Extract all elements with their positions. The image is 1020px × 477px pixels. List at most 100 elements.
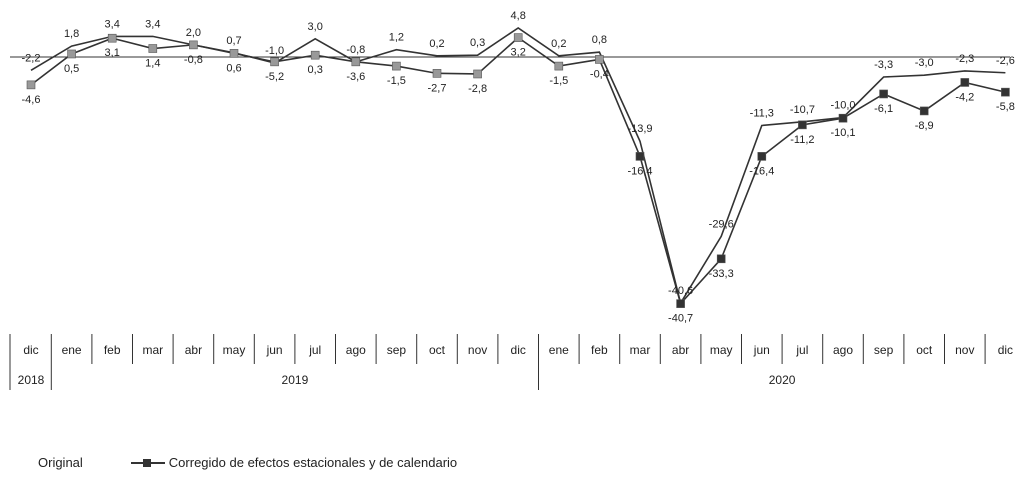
- data-label-corregido: -3,6: [346, 71, 365, 83]
- month-label: mar: [142, 343, 163, 357]
- data-label-original: -10,7: [790, 104, 815, 116]
- month-label: dic: [23, 343, 38, 357]
- data-label-original: -3,0: [915, 57, 934, 69]
- data-label-original: -1,0: [265, 45, 284, 57]
- month-label: dic: [998, 343, 1013, 357]
- data-point-corregido: [1001, 87, 1010, 97]
- year-label: 2019: [282, 373, 309, 387]
- data-label-corregido: -4,6: [22, 94, 41, 106]
- data-label-corregido: 3,2: [511, 47, 526, 59]
- data-label-original: -2,6: [996, 55, 1015, 67]
- data-point-corregido: [960, 78, 970, 87]
- data-label-original: -0,8: [346, 44, 365, 56]
- month-label: abr: [185, 343, 202, 357]
- month-label: nov: [955, 343, 974, 357]
- legend-original-label: Original: [38, 455, 83, 470]
- data-label-corregido: -1,5: [549, 75, 568, 87]
- month-label: nov: [468, 343, 487, 357]
- data-point-corregido: [554, 61, 564, 71]
- data-point-corregido: [148, 44, 158, 53]
- data-label-original: 0,2: [429, 38, 444, 50]
- month-label: ago: [833, 343, 853, 357]
- month-label: may: [710, 343, 733, 357]
- month-label: oct: [429, 343, 446, 357]
- data-label-original: 0,7: [226, 35, 241, 47]
- data-point-corregido: [26, 80, 36, 90]
- data-label-corregido: -10,1: [830, 127, 855, 139]
- data-label-original: 0,3: [470, 37, 485, 49]
- data-point-corregido: [270, 57, 279, 67]
- data-label-corregido: -2,7: [428, 82, 447, 94]
- data-label-original: 3,4: [145, 18, 160, 30]
- month-label: sep: [874, 343, 894, 357]
- legend-corregido-label: Corregido de efectos estacionales y de c…: [168, 455, 458, 470]
- month-label: oct: [916, 343, 933, 357]
- data-label-original: -2,3: [955, 53, 974, 65]
- month-label: jun: [266, 343, 283, 357]
- year-label: 2018: [18, 373, 45, 387]
- data-label-corregido: -2,8: [468, 83, 487, 95]
- data-label-corregido: -16,4: [627, 165, 652, 177]
- series-line-original: [30, 26, 1006, 306]
- data-label-corregido: -0,4: [590, 68, 609, 80]
- data-point-corregido: [635, 152, 645, 161]
- data-label-corregido: -6,1: [874, 103, 893, 115]
- data-label-corregido: 1,4: [145, 58, 160, 70]
- data-label-corregido: -11,2: [790, 134, 814, 146]
- data-point-corregido: [919, 106, 929, 116]
- data-label-original: 2,0: [186, 27, 201, 39]
- data-label-corregido: -5,8: [996, 101, 1015, 113]
- month-label: ago: [346, 343, 366, 357]
- data-label-corregido: -4,2: [955, 91, 974, 103]
- data-label-original: 1,8: [64, 28, 79, 40]
- data-label-original: 4,8: [511, 10, 526, 22]
- data-point-corregido: [716, 254, 726, 264]
- data-point-corregido: [676, 299, 685, 308]
- chart-svg: -2,2 1,8 3,4 3,4 2,0 0,7 -1,0 3,0 -0,8 1,2 0,2 0,3 4…: [9, 10, 1015, 390]
- data-label-original: 3,0: [308, 21, 323, 33]
- data-point-corregido: [229, 49, 239, 58]
- data-point-corregido: [513, 33, 523, 42]
- data-point-corregido: [107, 33, 117, 43]
- legend-line-marker-icon: [130, 458, 165, 468]
- data-point-corregido: [879, 89, 888, 99]
- month-label: feb: [104, 343, 121, 357]
- data-label-original: -2,2: [22, 52, 41, 64]
- data-point-corregido: [595, 55, 604, 64]
- data-label-corregido: -16,4: [749, 165, 774, 177]
- month-label: feb: [591, 343, 608, 357]
- data-point-corregido: [310, 50, 320, 60]
- data-point-corregido: [798, 120, 807, 130]
- month-label: ene: [62, 343, 82, 357]
- month-label: jun: [753, 343, 770, 357]
- series-line-corregido: [30, 36, 1006, 306]
- data-label-corregido: 0,6: [226, 62, 241, 74]
- month-label: dic: [511, 343, 526, 357]
- data-label-original: -3,3: [874, 59, 893, 71]
- data-point-corregido: [757, 152, 767, 161]
- data-label-original: -11,3: [750, 107, 774, 119]
- data-point-corregido: [67, 49, 76, 59]
- year-label: 2020: [769, 373, 796, 387]
- month-label: abr: [672, 343, 689, 357]
- data-label-original: -29,6: [709, 218, 734, 230]
- data-label-corregido: -8,9: [915, 120, 934, 132]
- month-label: ene: [549, 343, 569, 357]
- data-label-original: -10,0: [830, 100, 855, 112]
- data-label-original: -40,6: [668, 285, 693, 297]
- data-point-corregido: [473, 69, 482, 79]
- month-label: jul: [795, 343, 808, 357]
- data-point-corregido: [189, 40, 198, 50]
- data-label-corregido: 3,1: [105, 47, 120, 59]
- month-label: may: [223, 343, 246, 357]
- data-label-original: 3,4: [105, 18, 120, 30]
- data-label-original: 0,2: [551, 38, 566, 50]
- data-point-corregido: [838, 113, 848, 123]
- data-label-corregido: -5,2: [265, 71, 284, 83]
- data-label-corregido: -33,3: [709, 268, 734, 280]
- data-label-original: 1,2: [389, 32, 404, 44]
- data-label-corregido: -40,7: [668, 313, 693, 325]
- data-label-corregido: -1,5: [387, 75, 406, 87]
- data-label-original: 0,8: [592, 34, 607, 46]
